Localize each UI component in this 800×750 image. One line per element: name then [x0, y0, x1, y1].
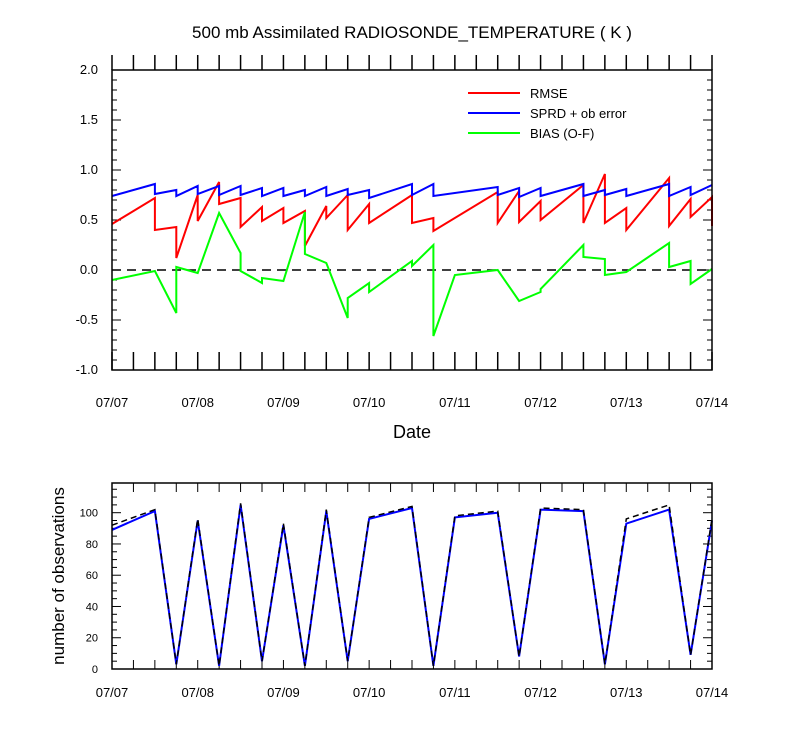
x-tick-label: 07/09 [267, 395, 300, 410]
obs-series-line-total [111, 503, 713, 667]
chart-title: 500 mb Assimilated RADIOSONDE_TEMPERATUR… [192, 23, 632, 42]
obs-series-line-assimilated [111, 504, 713, 667]
legend-label: SPRD + ob error [530, 106, 627, 121]
y-tick-label: 1.0 [80, 162, 98, 177]
x-tick-label: 07/12 [524, 685, 557, 700]
plot-frame [111, 69, 713, 371]
y-tick-label: 100 [80, 508, 98, 520]
y-tick-label: -0.5 [76, 312, 98, 327]
legend-label: RMSE [530, 86, 568, 101]
y-tick-label: 1.5 [80, 112, 98, 127]
x-tick-label: 07/14 [696, 395, 729, 410]
x-tick-label: 07/08 [181, 395, 214, 410]
y-tick-label: 0 [92, 664, 98, 676]
series-line-bias-o-f [111, 210, 713, 337]
x-tick-label: 07/11 [439, 395, 471, 410]
y-tick-label: 2.0 [80, 62, 98, 77]
x-tick-label: 07/08 [181, 685, 214, 700]
x-tick-label: 07/10 [353, 685, 386, 700]
y-tick-label: 60 [86, 570, 98, 582]
top-chart: 500 mb Assimilated RADIOSONDE_TEMPERATUR… [76, 23, 729, 442]
y-tick-label: 0.5 [80, 212, 98, 227]
x-tick-label: 07/12 [524, 395, 557, 410]
legend-label: BIAS (O-F) [530, 126, 594, 141]
x-tick-label: 07/13 [610, 395, 643, 410]
series-line-sprd-ob-error [111, 182, 713, 200]
y-tick-label: 40 [86, 601, 98, 613]
y-tick-label: -1.0 [76, 362, 98, 377]
x-tick-label: 07/13 [610, 685, 643, 700]
y-axis-title: number of observations [49, 487, 68, 665]
x-tick-label: 07/07 [96, 685, 129, 700]
x-axis-title: Date [393, 422, 431, 442]
y-tick-label: 20 [86, 633, 98, 645]
x-tick-label: 07/14 [696, 685, 729, 700]
x-tick-label: 07/10 [353, 395, 386, 410]
y-tick-label: 80 [86, 539, 98, 551]
plot-frame [111, 482, 713, 670]
x-tick-label: 07/07 [96, 395, 129, 410]
y-tick-label: 0.0 [80, 262, 98, 277]
x-tick-label: 07/09 [267, 685, 300, 700]
x-tick-label: 07/11 [439, 685, 471, 700]
bottom-chart: 0 20 40 60 80 100 07/07 07/08 07/09 07/10 07/11 07/… [49, 482, 729, 700]
